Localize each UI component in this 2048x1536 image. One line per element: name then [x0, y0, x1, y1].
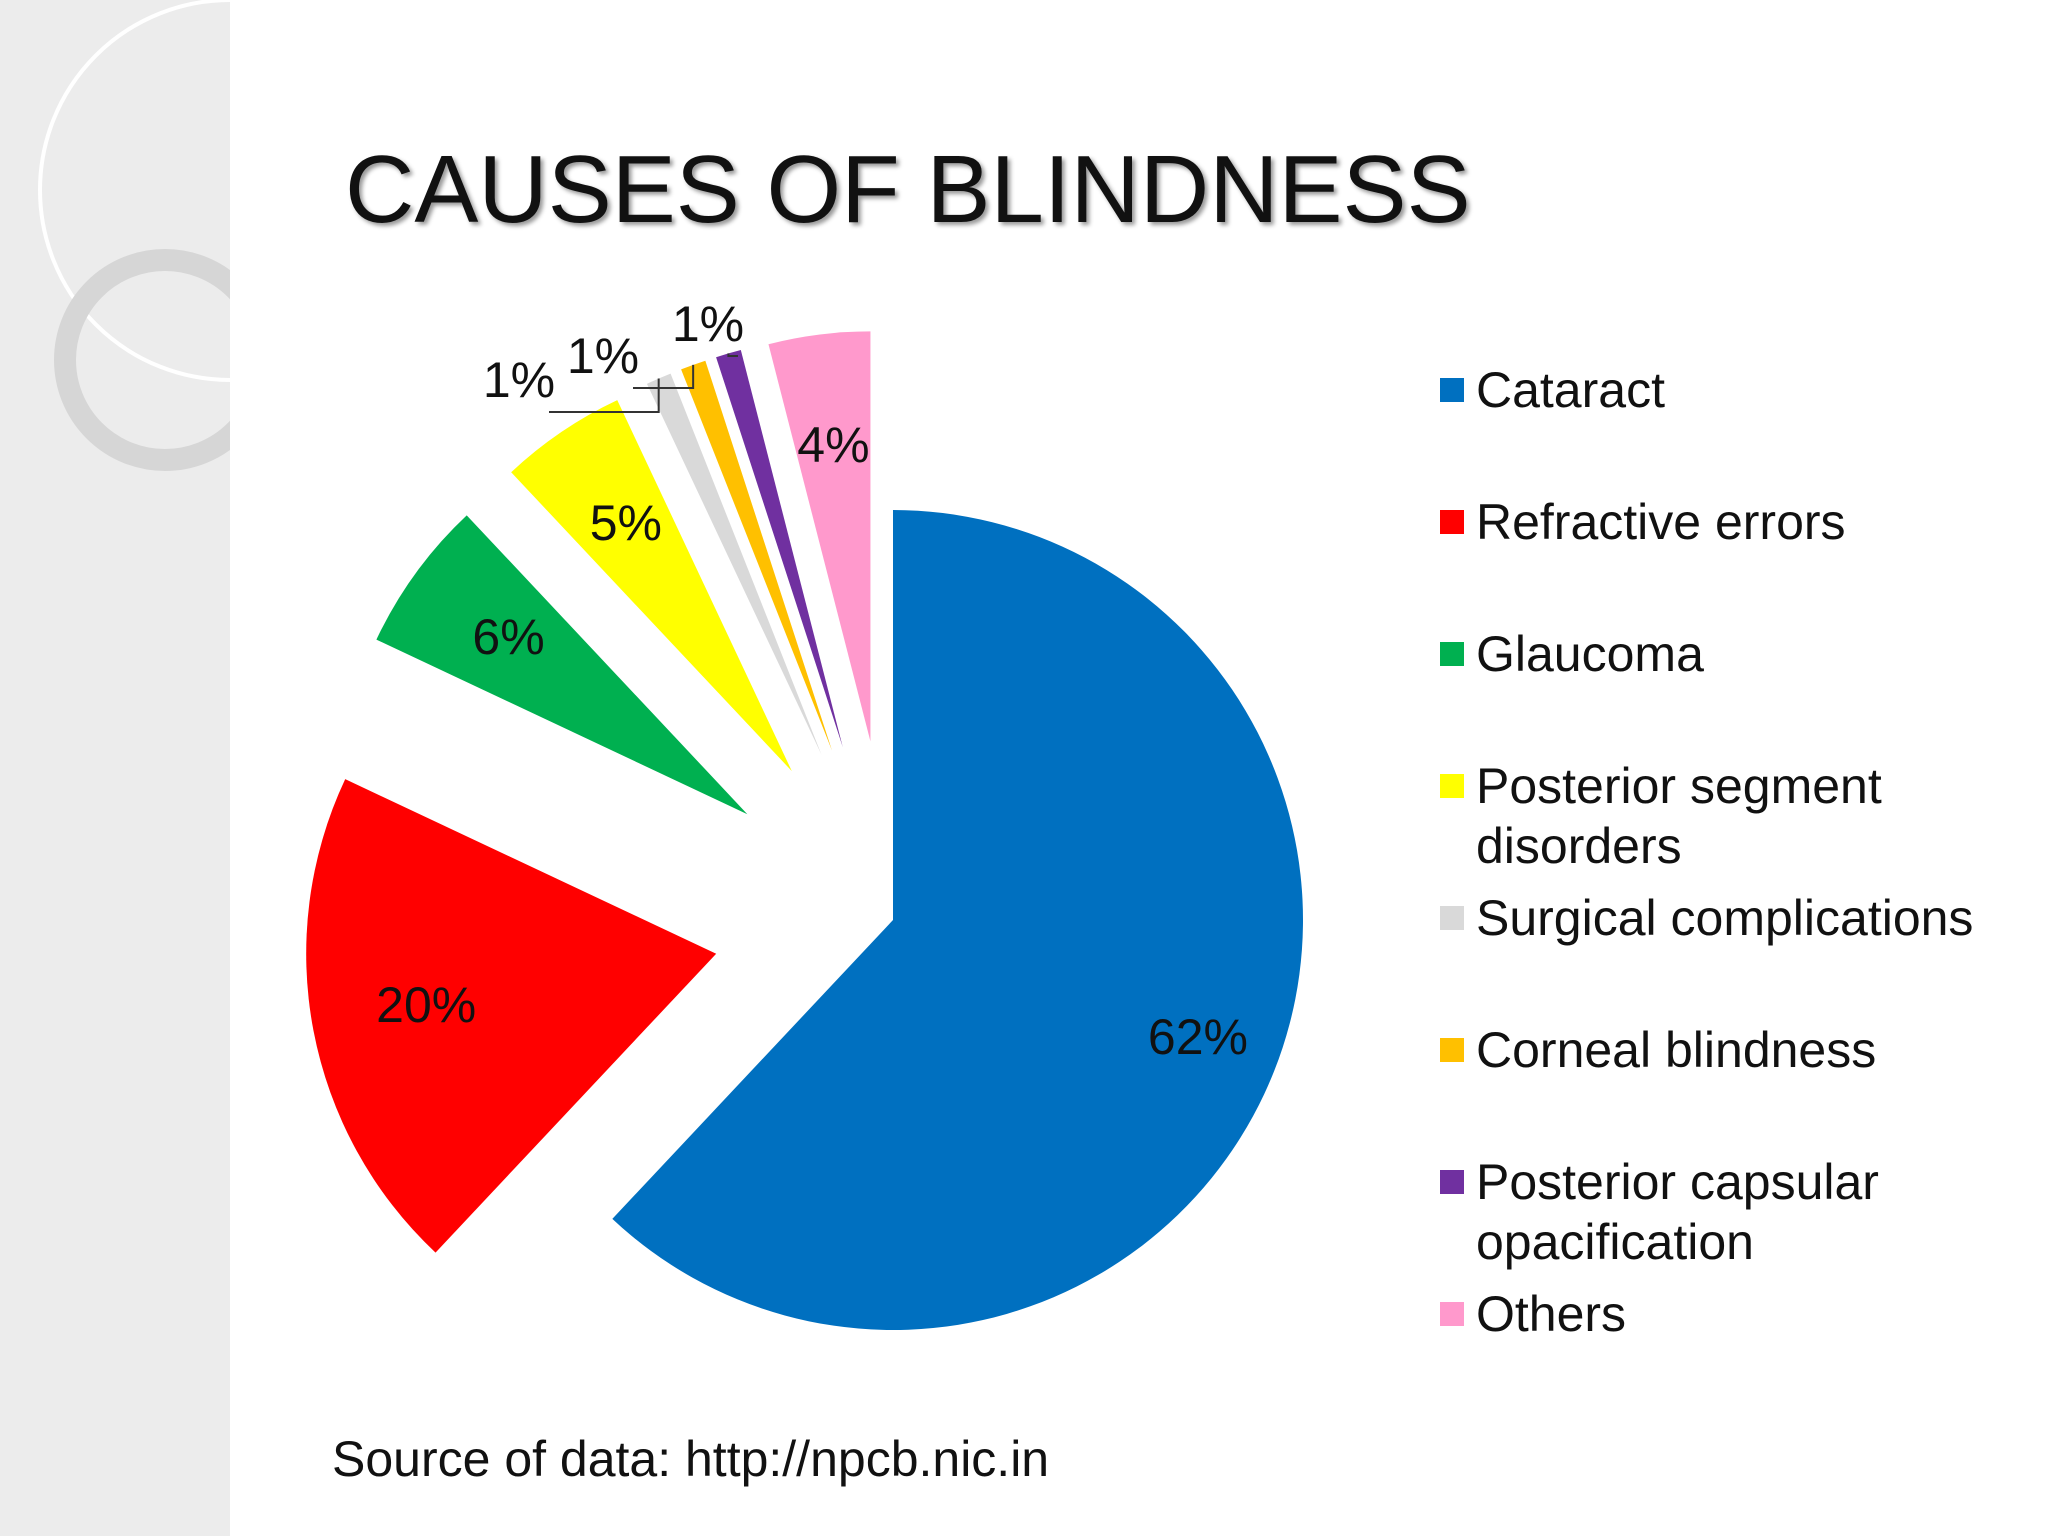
data-label: 4%: [797, 417, 869, 473]
legend-item: Cataract: [1440, 360, 1665, 420]
leader-line: [633, 364, 695, 389]
pie-slice: [306, 779, 717, 1253]
pie-slice: [376, 515, 748, 815]
data-label: 1%: [567, 328, 639, 384]
pie-slice: [768, 331, 871, 742]
side-stripe: [0, 0, 230, 1536]
chart-title: CAUSES OF BLINDNESS: [345, 136, 1471, 243]
pie-slice: [511, 400, 792, 772]
legend-item: Refractive errors: [1440, 492, 1846, 552]
leader-line: [549, 378, 660, 413]
legend-label: Posterior capsular opacification: [1476, 1154, 1879, 1270]
legend-label: Cataract: [1476, 362, 1665, 418]
legend-item: Posterior capsular opacification: [1440, 1152, 2020, 1272]
data-label: 1%: [483, 352, 555, 408]
data-label: 1%: [672, 296, 744, 352]
pie-slice: [716, 350, 843, 748]
legend-label: Others: [1476, 1286, 1627, 1342]
leader-line: [727, 353, 738, 357]
legend-label: Surgical complications: [1476, 890, 1974, 946]
pie-slice: [612, 510, 1303, 1330]
decoration: [38, 0, 230, 471]
data-label: 20%: [376, 977, 476, 1033]
pie-slice: [646, 373, 822, 755]
legend-swatch: [1440, 906, 1464, 930]
legend-item: Others: [1440, 1284, 1626, 1344]
legend-item: Posterior segment disorders: [1440, 756, 2020, 876]
pie-slice: [681, 360, 833, 751]
source-note: Source of data: http://npcb.nic.in: [332, 1431, 1050, 1487]
data-label: 5%: [590, 495, 662, 551]
legend-swatch: [1440, 378, 1464, 402]
legend-swatch: [1440, 510, 1464, 534]
legend-swatch: [1440, 1038, 1464, 1062]
legend-item: Glaucoma: [1440, 624, 1704, 684]
legend-label: Corneal blindness: [1476, 1022, 1877, 1078]
legend-swatch: [1440, 1302, 1464, 1326]
legend-label: Glaucoma: [1476, 626, 1704, 682]
legend-swatch: [1440, 774, 1464, 798]
legend-label: Refractive errors: [1476, 494, 1846, 550]
legend-label: Posterior segment disorders: [1476, 758, 1882, 874]
data-label: 62%: [1148, 1009, 1248, 1065]
legend-item: Surgical complications: [1440, 888, 1973, 948]
legend-item: Corneal blindness: [1440, 1020, 1876, 1080]
legend-swatch: [1440, 1170, 1464, 1194]
legend-swatch: [1440, 642, 1464, 666]
data-label: 6%: [472, 609, 544, 665]
